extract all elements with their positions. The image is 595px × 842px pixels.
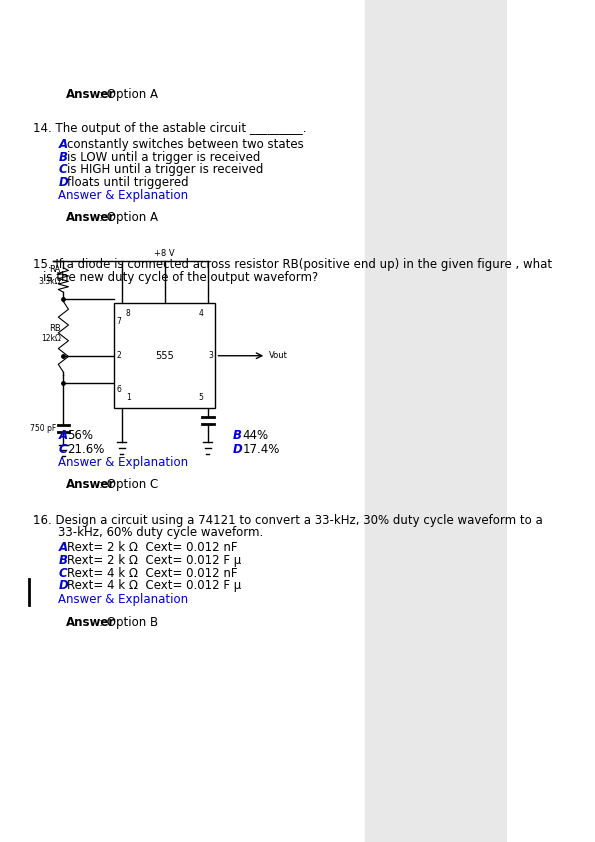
Text: 56%: 56%: [67, 429, 93, 442]
Text: 33-kHz, 60% duty cycle waveform.: 33-kHz, 60% duty cycle waveform.: [58, 526, 264, 539]
Text: 750 pF: 750 pF: [30, 424, 56, 433]
Text: 16. Design a circuit using a 74121 to convert a 33-kHz, 30% duty cycle waveform : 16. Design a circuit using a 74121 to co…: [33, 514, 543, 526]
Text: Answer & Explanation: Answer & Explanation: [58, 189, 189, 201]
Text: : Option B: : Option B: [99, 616, 158, 629]
Text: Rext= 2 k Ω  Cext= 0.012 F µ: Rext= 2 k Ω Cext= 0.012 F µ: [67, 554, 242, 567]
Text: RA: RA: [49, 265, 61, 274]
Text: C: C: [58, 567, 67, 579]
Text: Answer: Answer: [66, 210, 115, 223]
Text: Vout: Vout: [269, 351, 287, 360]
Text: B: B: [58, 554, 67, 567]
Text: 555: 555: [155, 351, 174, 360]
Text: : Option A: : Option A: [99, 210, 158, 223]
Text: C: C: [58, 163, 67, 176]
Text: 3: 3: [209, 351, 214, 360]
Text: A: A: [58, 138, 67, 151]
Text: 21.6%: 21.6%: [67, 443, 105, 456]
Text: is the new duty cycle of the output waveform?: is the new duty cycle of the output wave…: [43, 271, 318, 284]
Text: RB: RB: [49, 324, 61, 333]
Text: 5: 5: [199, 393, 203, 402]
Text: A: A: [58, 429, 67, 442]
Text: B: B: [233, 429, 242, 442]
Text: B: B: [58, 151, 67, 163]
Bar: [365, 0, 507, 842]
Text: D: D: [58, 579, 68, 592]
Text: 7: 7: [116, 317, 121, 326]
Text: 1: 1: [126, 393, 131, 402]
Text: .: .: [33, 507, 37, 520]
Text: Answer: Answer: [66, 88, 115, 101]
Text: 44%: 44%: [242, 429, 268, 442]
Text: : Option C: : Option C: [99, 478, 158, 491]
Text: +8 V: +8 V: [155, 248, 175, 258]
Text: Rext= 2 k Ω  Cext= 0.012 nF: Rext= 2 k Ω Cext= 0.012 nF: [67, 541, 238, 554]
Text: 15. If a diode is connected across resistor RB(positive end up) in the given fig: 15. If a diode is connected across resis…: [33, 258, 552, 271]
Text: 2: 2: [116, 351, 121, 360]
Text: 8: 8: [126, 309, 131, 318]
Text: C: C: [58, 443, 67, 456]
Text: Rext= 4 k Ω  Cext= 0.012 F µ: Rext= 4 k Ω Cext= 0.012 F µ: [67, 579, 242, 592]
Text: 6: 6: [116, 386, 121, 394]
Text: Answer: Answer: [66, 616, 115, 629]
Text: : Option A: : Option A: [99, 88, 158, 101]
Text: Rext= 4 k Ω  Cext= 0.012 nF: Rext= 4 k Ω Cext= 0.012 nF: [67, 567, 238, 579]
Text: 4: 4: [199, 309, 203, 318]
Text: 12kΩ: 12kΩ: [41, 334, 61, 343]
Text: 3.3kΩ: 3.3kΩ: [38, 277, 61, 286]
Text: 14. The output of the astable circuit _________.: 14. The output of the astable circuit __…: [33, 122, 306, 135]
Text: Answer & Explanation: Answer & Explanation: [58, 593, 189, 605]
Bar: [114, 303, 215, 408]
Text: A: A: [58, 541, 67, 554]
Text: floats until triggered: floats until triggered: [67, 176, 189, 189]
Text: Answer: Answer: [66, 478, 115, 491]
Text: constantly switches between two states: constantly switches between two states: [67, 138, 304, 151]
Text: is HIGH until a trigger is received: is HIGH until a trigger is received: [67, 163, 264, 176]
Text: D: D: [58, 176, 68, 189]
Text: is LOW until a trigger is received: is LOW until a trigger is received: [67, 151, 261, 163]
Text: Answer & Explanation: Answer & Explanation: [58, 456, 189, 469]
Text: 17.4%: 17.4%: [242, 443, 280, 456]
Text: D: D: [233, 443, 243, 456]
